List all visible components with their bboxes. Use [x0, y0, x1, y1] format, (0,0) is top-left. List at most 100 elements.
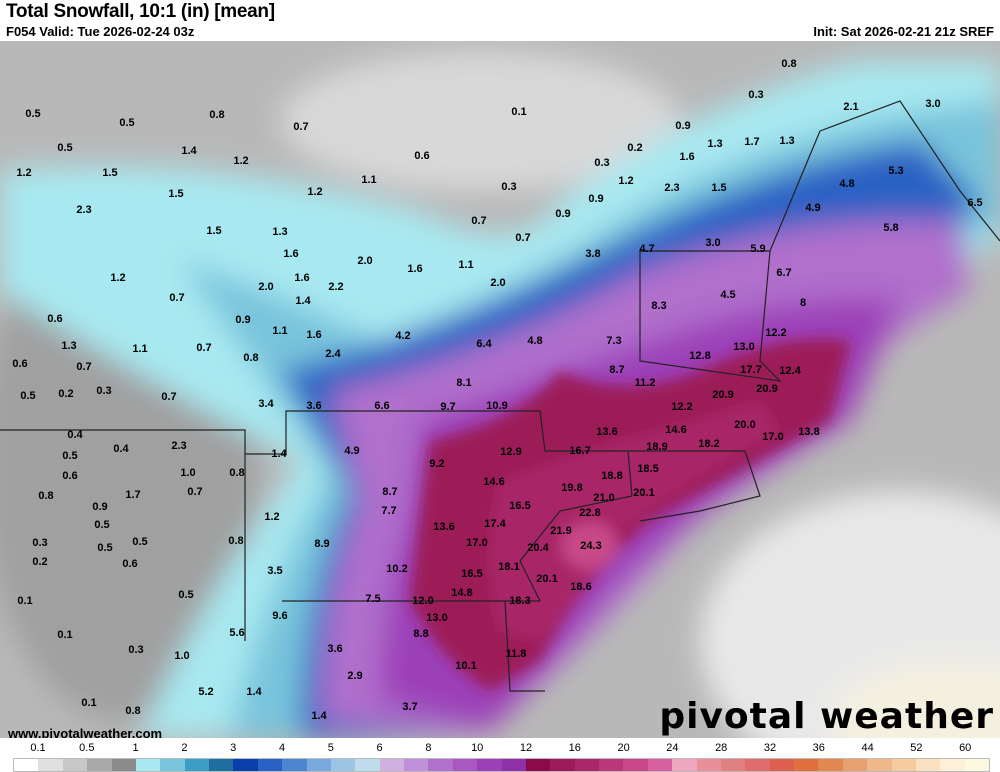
snowfall-value: 0.2	[58, 388, 73, 400]
snowfall-value: 10.1	[455, 660, 476, 672]
snowfall-value-labels: 0.5 0.5 0.8 0.7 0.1 0.8 0.3 0.9 2.1 3.0 0.5 1.4 1.2 0…	[12, 58, 982, 722]
legend-swatch	[135, 759, 161, 771]
snowfall-value: 0.5	[20, 390, 35, 402]
snowfall-value: 18.9	[646, 441, 667, 453]
snowfall-value: 0.3	[501, 181, 516, 193]
snowfall-value: 12.0	[412, 595, 433, 607]
snowfall-value: 1.5	[206, 225, 221, 237]
snowfall-value: 0.5	[97, 542, 112, 554]
legend-tick: 10	[471, 742, 484, 754]
snowfall-value: 0.1	[57, 629, 72, 641]
snowfall-value: 7.3	[606, 335, 621, 347]
snowfall-value: 0.8	[228, 535, 243, 547]
snowfall-value: 0.7	[196, 342, 211, 354]
snowfall-value: 2.0	[258, 281, 273, 293]
legend-swatch	[501, 759, 526, 771]
snowfall-value: 1.7	[125, 489, 140, 501]
legend-swatch	[209, 759, 234, 771]
snowfall-value: 1.2	[618, 175, 633, 187]
legend-tick: 36	[812, 742, 825, 754]
snowfall-value: 18.8	[601, 470, 622, 482]
snowfall-value: 0.2	[627, 142, 642, 154]
snowfall-value: 0.6	[12, 358, 27, 370]
map-title: Total Snowfall, 10:1 (in) [mean]	[6, 1, 275, 22]
snowfall-value: 12.2	[765, 327, 786, 339]
snowfall-value: 0.3	[748, 89, 763, 101]
snowfall-value: 2.1	[843, 101, 858, 113]
snowfall-value: 17.7	[740, 364, 761, 376]
legend-swatch	[404, 759, 429, 771]
snowfall-value: 1.5	[102, 167, 117, 179]
snowfall-value: 0.9	[555, 208, 570, 220]
legend-swatch	[720, 759, 746, 771]
snowfall-value: 2.0	[490, 277, 505, 289]
snowfall-value: 5.2	[198, 686, 213, 698]
snowfall-value: 0.6	[47, 313, 62, 325]
snowfall-value: 21.0	[593, 492, 614, 504]
legend-tick: 12	[519, 742, 533, 754]
snowfall-value: 5.3	[888, 165, 903, 177]
snowfall-value: 1.7	[744, 136, 759, 148]
legend-swatch	[14, 759, 39, 771]
snowfall-value: 3.6	[327, 643, 342, 655]
legend-swatch	[62, 759, 88, 771]
legend-tick: 6	[376, 742, 383, 754]
website-url[interactable]: www.pivotalweather.com	[8, 726, 163, 741]
snowfall-value: 7.5	[365, 593, 380, 605]
snowfall-value: 3.0	[925, 98, 940, 110]
legend-swatch	[769, 759, 794, 771]
snowfall-value: 0.9	[675, 120, 690, 132]
snowfall-value: 8	[800, 297, 806, 309]
snowfall-value: 3.5	[267, 565, 282, 577]
snowfall-value: 18.5	[637, 463, 658, 475]
snowfall-value: 1.6	[283, 248, 298, 260]
snowfall-value: 1.2	[264, 511, 279, 523]
snowfall-value: 22.8	[579, 507, 600, 519]
legend-swatch	[672, 759, 697, 771]
snowfall-value: 6.5	[967, 197, 982, 209]
snowfall-value: 4.2	[395, 330, 410, 342]
snowfall-value: 1.1	[132, 343, 147, 355]
snowfall-value: 0.8	[209, 109, 224, 121]
snowfall-value: 1.6	[306, 329, 321, 341]
snowfall-value: 0.7	[293, 121, 308, 133]
init-time: Init: Sat 2026-02-21 21z SREF	[813, 24, 994, 39]
legend-tick: 16	[568, 742, 581, 754]
snowfall-value: 0.7	[169, 292, 184, 304]
legend-swatch	[428, 759, 453, 771]
snowfall-value: 0.5	[62, 450, 77, 462]
snowfall-value: 12.9	[500, 446, 521, 458]
snowfall-value: 8.7	[382, 486, 397, 498]
legend-tick: 5	[327, 742, 334, 754]
legend-swatch	[38, 759, 63, 771]
snowfall-value: 17.4	[484, 518, 506, 530]
snowfall-value: 1.5	[711, 182, 726, 194]
snowfall-value: 0.6	[414, 150, 429, 162]
snowfall-value: 8.7	[609, 364, 624, 376]
snowfall-value: 2.9	[347, 670, 362, 682]
snowfall-value: 1.2	[307, 186, 322, 198]
snowfall-value: 1.4	[246, 686, 262, 698]
pivotal-weather-logo: pivotal weather	[659, 696, 994, 737]
snowfall-value: 18.6	[570, 581, 591, 593]
snowfall-value: 1.3	[779, 135, 794, 147]
snowfall-value: 20.1	[536, 573, 557, 585]
legend-ticks: 0.1 0.5 1 2 3 4 5 6 8 10 12 16 20 24 28 32 36 44 52 60	[0, 742, 1000, 756]
snowfall-value: 5.8	[883, 222, 898, 234]
snowfall-value: 2.0	[357, 255, 372, 267]
snowfall-value: 1.1	[272, 325, 287, 337]
snowfall-value: 10.9	[486, 400, 507, 412]
snowfall-value: 17.0	[466, 537, 487, 549]
snowfall-value: 0.6	[122, 558, 137, 570]
snowfall-value: 0.5	[178, 589, 193, 601]
snowfall-value: 2.4	[325, 348, 341, 360]
snowfall-value: 1.5	[168, 188, 183, 200]
legend-swatch	[842, 759, 868, 771]
snowfall-value: 2.2	[328, 281, 343, 293]
snowfall-value: 6.7	[776, 267, 791, 279]
snowfall-value: 0.8	[229, 467, 244, 479]
snowfall-value: 0.7	[161, 391, 176, 403]
legend-tick: 0.5	[79, 742, 95, 754]
legend-swatch	[282, 759, 307, 771]
snowfall-value: 19.8	[561, 482, 582, 494]
